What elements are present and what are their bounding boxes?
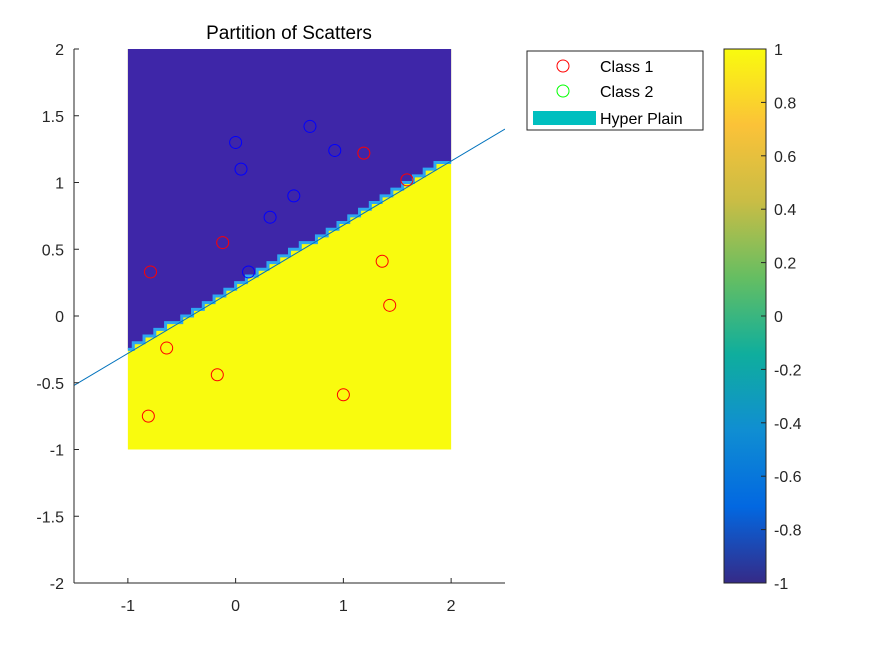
point-series-1-6 [336, 388, 350, 402]
x-tick-label: 1 [339, 598, 348, 615]
point-series-1-8 [383, 298, 397, 312]
hyperplane-line [74, 128, 505, 386]
point-series-1-5 [216, 236, 230, 250]
x-tick-label: 0 [231, 598, 240, 615]
y-tick-label: 1.5 [42, 109, 64, 126]
y-tick-label: -1.5 [36, 509, 64, 526]
y-tick-label: -2 [50, 576, 64, 593]
legend-marker-class-2 [556, 84, 570, 98]
colorbar-tick-label: 0.2 [774, 256, 796, 273]
colorbar-tick-label: -0.2 [774, 362, 802, 379]
chart-title: Partition of Scatters [206, 23, 372, 44]
x-ticks: -1 0 1 2 [121, 578, 456, 615]
point-series-1-9 [357, 146, 371, 160]
point-series-2-4 [328, 143, 342, 157]
x-tick-label: 2 [447, 598, 456, 615]
y-tick-label: 0 [55, 309, 64, 326]
legend: Class 1 Class 2 Hyper Plain [526, 50, 704, 131]
colorbar-bar [723, 48, 767, 584]
colorbar-tick-label: 0.6 [774, 149, 796, 166]
colorbar-tick-label: 1 [774, 42, 783, 59]
y-ticks: -2 -1.5 -1 -0.5 0 0.5 1 1.5 2 [36, 42, 79, 593]
point-series-2-6 [263, 210, 277, 224]
point-series-1-3 [141, 409, 155, 423]
y-tick-label: 2 [55, 42, 64, 59]
region-boundary [127, 160, 452, 351]
point-series-2-7 [242, 265, 256, 279]
decision-region [127, 49, 452, 450]
colorbar-tick-label: -1 [774, 576, 788, 593]
legend-marker-class-1 [556, 59, 570, 73]
colorbar-tick-label: 0 [774, 309, 783, 326]
point-series-1-4 [210, 368, 224, 382]
region-class-negative [127, 49, 452, 350]
points-layer [141, 119, 414, 423]
colorbar-tick-label: 0.4 [774, 202, 796, 219]
y-tick-label: 1 [55, 176, 64, 193]
point-series-2-1 [229, 135, 243, 149]
legend-label-class-1: Class 1 [600, 59, 653, 76]
colorbar: -1 -0.8 -0.6 -0.4 -0.2 0 0.2 0.4 0.6 0.8 1 [723, 42, 802, 593]
y-tick-label: -1 [50, 443, 64, 460]
colorbar-tick-label: -0.4 [774, 416, 802, 433]
colorbar-tick-label: -0.8 [774, 523, 802, 540]
colorbar-tick-label: 0.8 [774, 95, 796, 112]
y-tick-label: 0.5 [42, 242, 64, 259]
legend-label-class-2: Class 2 [600, 84, 653, 101]
x-tick-label: -1 [121, 598, 135, 615]
main-axes: -1 0 1 2 -2 -1.5 -1 -0.5 0 0.5 1 1.5 2 Partition of… [36, 23, 505, 615]
point-series-2-2 [234, 162, 248, 176]
point-series-1-2 [160, 341, 174, 355]
y-tick-label: -0.5 [36, 376, 64, 393]
colorbar-tick-label: -0.6 [774, 469, 802, 486]
legend-label-hyper-plain: Hyper Plain [600, 111, 683, 128]
point-series-1-7 [375, 254, 389, 268]
point-series-1-10 [400, 173, 414, 187]
point-series-2-5 [287, 189, 301, 203]
legend-patch-hyper-plain [533, 111, 596, 125]
hyperplane-line-layer [74, 128, 505, 386]
point-series-1-1 [144, 265, 158, 279]
colorbar-ticks: -1 -0.8 -0.6 -0.4 -0.2 0 0.2 0.4 0.6 0.8 1 [761, 42, 802, 593]
point-series-2-3 [303, 119, 317, 133]
